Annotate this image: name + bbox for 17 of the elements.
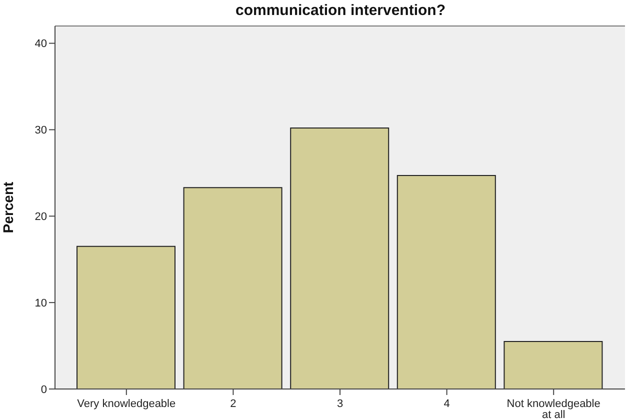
bar: [290, 127, 390, 389]
x-tick-label: 3: [336, 398, 344, 410]
bar: [76, 246, 176, 389]
bar: [396, 175, 496, 389]
y-tick-label: 20: [34, 211, 47, 224]
x-tick-label: 2: [230, 398, 236, 410]
x-tick-label: 4: [444, 398, 450, 410]
y-tick-label: 10: [34, 297, 47, 310]
x-tick-label: Very knowledgeable: [77, 398, 176, 410]
bar: [504, 340, 603, 389]
y-tick-label: 30: [34, 124, 47, 137]
x-tick-label: Not knowledgeable at all: [506, 398, 600, 419]
y-tick-label: 0: [40, 384, 47, 396]
chart-title: communication intervention?: [234, 2, 446, 19]
y-tick-label: 40: [34, 38, 47, 50]
y-axis-title: Percent: [0, 181, 16, 234]
bar: [183, 187, 282, 389]
